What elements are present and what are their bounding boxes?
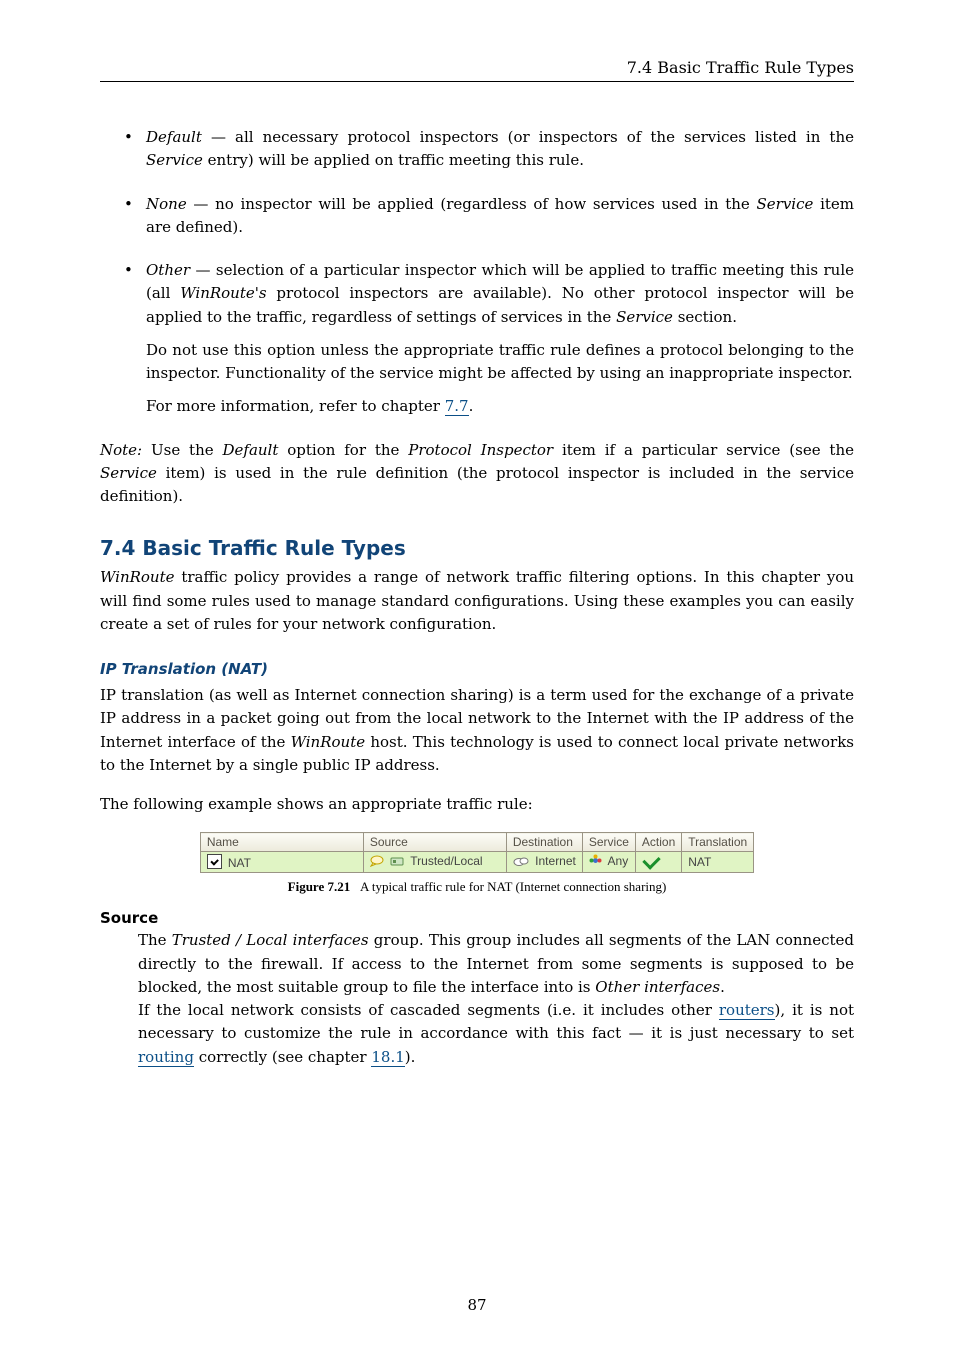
section-intro: WinRoute traffic policy provides a range… <box>100 566 854 636</box>
chapter-18-1-link[interactable]: 18.1 <box>371 1048 404 1067</box>
page-number: 87 <box>0 1296 954 1314</box>
term: Other <box>146 261 190 279</box>
col-source: Source <box>363 833 506 852</box>
name-text: NAT <box>228 856 251 870</box>
running-header: 7.4 Basic Traffic Rule Types <box>100 58 854 82</box>
bullet-default: Default — all necessary protocol inspect… <box>100 126 854 173</box>
em: WinRoute <box>291 733 366 751</box>
em2: Other interfaces <box>595 978 720 996</box>
routers-link[interactable]: routers <box>719 1001 775 1020</box>
balloon-icon <box>370 855 384 870</box>
t2: option for the <box>278 441 408 459</box>
term2: WinRoute's <box>180 284 266 302</box>
text: — all necessary protocol inspectors (or … <box>202 128 854 146</box>
nat-p2: The following example shows an appropria… <box>100 793 854 816</box>
tail: entry) will be applied on traffic meetin… <box>203 151 584 169</box>
figure-caption: Figure 7.21 A typical traffic rule for N… <box>100 879 854 895</box>
checkbox-icon <box>207 854 222 869</box>
term3: Service <box>616 308 673 326</box>
cell-name: NAT <box>200 852 363 873</box>
inspector-options-list: Default — all necessary protocol inspect… <box>100 126 854 419</box>
term2: Service <box>146 151 203 169</box>
col-name: Name <box>200 833 363 852</box>
source-term: Source <box>100 909 854 927</box>
source-text: Trusted/Local <box>410 854 482 868</box>
pre: For more information, refer to chapter <box>146 397 445 415</box>
col-destination: Destination <box>506 833 582 852</box>
bullet-other-p2: Do not use this option unless the approp… <box>146 339 854 386</box>
caption-text: A typical traffic rule for NAT (Internet… <box>360 879 666 894</box>
chapter-7-7-link[interactable]: 7.7 <box>445 397 469 416</box>
bullet-other: Other — selection of a particular inspec… <box>100 259 854 419</box>
bullet-none: None — no inspector will be applied (reg… <box>100 193 854 240</box>
t1: Use the <box>142 441 222 459</box>
t4: item) is used in the rule definition (th… <box>100 464 854 505</box>
any-icon <box>589 854 602 870</box>
term: Default <box>146 128 202 146</box>
service-text: Any <box>608 854 629 868</box>
intro-text: traffic policy provides a range of netwo… <box>100 568 854 633</box>
em1: Default <box>222 441 278 459</box>
t5: correctly (see chapter <box>194 1048 371 1066</box>
text: — no inspector will be applied (regardle… <box>187 195 757 213</box>
routing-link[interactable]: routing <box>138 1048 194 1067</box>
network-card-icon <box>390 855 404 870</box>
tail: section. <box>673 308 737 326</box>
cell-translation: NAT <box>682 852 754 873</box>
t3: item if a particular service (see the <box>553 441 854 459</box>
col-translation: Translation <box>682 833 754 852</box>
nat-p1: IP translation (as well as Internet conn… <box>100 684 854 777</box>
term: None <box>146 195 187 213</box>
cell-action <box>635 852 681 873</box>
source-description: The Trusted / Local interfaces group. Th… <box>100 929 854 1069</box>
t2b: . <box>720 978 725 996</box>
cell-service: Any <box>582 852 635 873</box>
allow-icon <box>642 851 660 869</box>
term2: Service <box>757 195 814 213</box>
t1: The <box>138 931 172 949</box>
t6: ). <box>405 1048 416 1066</box>
cell-source: Trusted/Local <box>363 852 506 873</box>
cloud-icon <box>513 855 529 870</box>
table-row: NAT Trusted/Local Internet <box>200 852 753 873</box>
em2: Protocol Inspector <box>408 441 553 459</box>
caption-label: Figure 7.21 <box>288 879 351 894</box>
nat-heading: IP Translation (NAT) <box>100 660 854 678</box>
em1: Trusted / Local interfaces <box>172 931 369 949</box>
post: . <box>469 397 474 415</box>
col-action: Action <box>635 833 681 852</box>
note-lead: Note: <box>100 441 142 459</box>
traffic-rule-table: Name Source Destination Service Action T… <box>200 832 754 873</box>
cell-destination: Internet <box>506 852 582 873</box>
bullet-other-p3: For more information, refer to chapter 7… <box>146 395 854 418</box>
destination-text: Internet <box>535 854 576 868</box>
figure-7-21: Name Source Destination Service Action T… <box>100 832 854 895</box>
col-service: Service <box>582 833 635 852</box>
note-paragraph: Note: Use the Default option for the Pro… <box>100 439 854 509</box>
t3: If the local network consists of cascade… <box>138 1001 719 1019</box>
intro-em: WinRoute <box>100 568 175 586</box>
section-heading: 7.4 Basic Traffic Rule Types <box>100 536 854 560</box>
em3: Service <box>100 464 157 482</box>
